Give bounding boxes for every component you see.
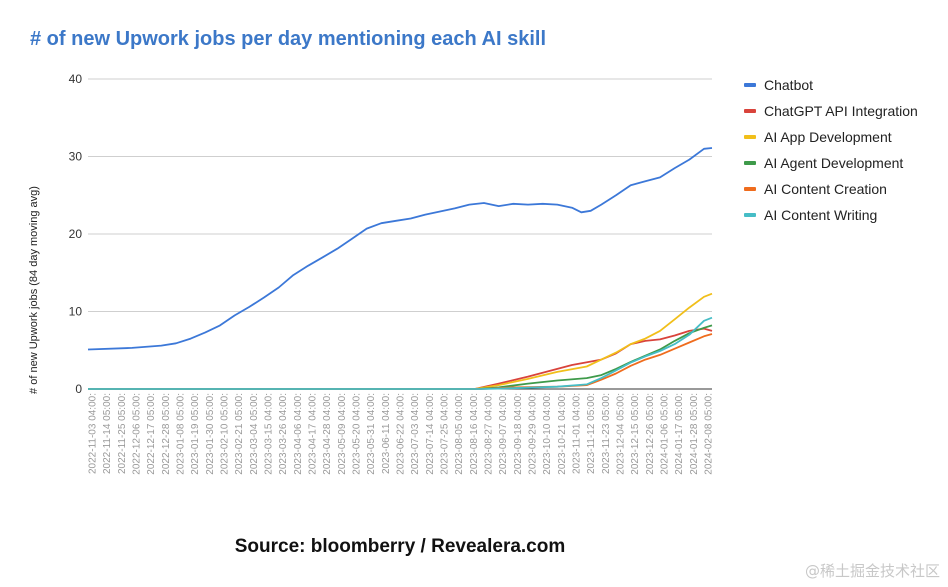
legend-label: ChatGPT API Integration <box>764 103 918 119</box>
x-tick-label: 2023-04-28 04:00: <box>322 393 333 475</box>
x-tick-label: 2023-11-23 05:00: <box>601 393 612 474</box>
legend-item: AI Agent Development <box>744 150 918 176</box>
x-tick-label: 2023-12-26 05:00: <box>645 393 656 475</box>
x-tick-label: 2023-04-17 04:00: <box>308 393 319 475</box>
x-tick-label: 2024-02-08 05:00: <box>704 393 715 475</box>
legend-swatch <box>744 187 756 191</box>
x-tick-label: 2023-05-20 04:00: <box>352 393 363 475</box>
legend-label: AI Content Creation <box>764 181 887 197</box>
x-tick-label: 2024-01-28 05:00: <box>689 393 700 475</box>
x-tick-label: 2023-02-21 05:00: <box>234 393 245 475</box>
y-tick-label: 30 <box>69 150 83 164</box>
x-tick-label: 2023-04-06 04:00: <box>293 393 304 475</box>
x-tick-label: 2023-01-30 05:00: <box>205 393 216 475</box>
x-tick-label: 2024-01-06 05:00: <box>660 393 671 475</box>
x-tick-label: 2023-06-11 04:00: <box>381 393 392 474</box>
grid-lines <box>88 78 712 390</box>
legend-item: AI Content Creation <box>744 176 918 202</box>
x-tick-label: 2023-12-04 05:00: <box>616 393 627 475</box>
x-tick-label: 2023-01-08 05:00: <box>176 393 187 475</box>
legend-label: AI Content Writing <box>764 207 878 223</box>
legend-swatch <box>744 135 756 139</box>
legend-item: ChatGPT API Integration <box>744 98 918 124</box>
x-tick-label: 2023-02-10 05:00: <box>220 393 231 475</box>
x-tick-label: 2023-08-16 04:00: <box>469 393 480 475</box>
legend-label: AI Agent Development <box>764 155 904 171</box>
series-line-chatgpt-api-integration <box>88 327 713 390</box>
y-tick-label: 0 <box>75 382 82 396</box>
x-tick-label: 2023-03-15 04:00: <box>264 393 275 475</box>
x-tick-label: 2023-10-21 04:00: <box>557 393 568 475</box>
legend-item: AI App Development <box>744 124 918 150</box>
x-tick-label: 2023-09-07 04:00: <box>498 393 509 475</box>
legend-label: AI App Development <box>764 129 892 145</box>
legend-swatch <box>744 161 756 165</box>
source-caption: Source: bloomberry / Revealera.com <box>234 536 566 557</box>
x-tick-label: 2023-12-15 05:00: <box>630 393 641 475</box>
legend-item: AI Content Writing <box>744 202 918 228</box>
x-tick-label: 2023-03-26 04:00: <box>278 393 289 475</box>
x-tick-label: 2022-12-06 05:00: <box>132 393 143 475</box>
x-tick-label: 2023-07-25 04:00: <box>440 393 451 475</box>
x-tick-label: 2023-11-12 05:00: <box>586 393 597 474</box>
x-tick-label: 2023-09-29 04:00: <box>528 393 539 475</box>
x-tick-label: 2023-06-22 04:00: <box>396 393 407 475</box>
x-tick-label: 2023-10-10 04:00: <box>542 393 553 475</box>
watermark: @稀土掘金技术社区 <box>804 562 940 580</box>
series-line-ai-content-writing <box>88 316 713 390</box>
x-tick-label: 2022-12-17 05:00: <box>146 393 157 475</box>
x-tick-label: 2022-12-28 05:00: <box>161 393 172 475</box>
x-tick-label: 2023-03-04 05:00: <box>249 393 260 475</box>
x-tick-label: 2023-05-09 04:00: <box>337 393 348 475</box>
x-tick-label: 2022-11-25 05:00: <box>117 393 128 474</box>
legend-swatch <box>744 213 756 217</box>
x-tick-label: 2023-07-14 04:00: <box>425 393 436 475</box>
y-tick-label: 10 <box>69 305 83 319</box>
x-tick-label: 2023-11-01 04:00: <box>572 393 583 474</box>
x-tick-label: 2023-07-03 04:00: <box>410 393 421 475</box>
y-tick-label: 40 <box>69 72 83 86</box>
series-line-ai-agent-development <box>88 324 713 390</box>
chart-title: # of new Upwork jobs per day mentioning … <box>30 28 547 50</box>
legend-swatch <box>744 83 756 87</box>
series-line-ai-app-development <box>88 292 713 390</box>
x-tick-label: 2023-08-05 04:00: <box>454 393 465 475</box>
y-axis-label: # of new Upwork jobs (84 day moving avg) <box>28 186 40 394</box>
y-tick-label: 20 <box>69 227 83 241</box>
x-axis-ticks: 2022-11-03 04:00: 2022-11-14 05:00: 2022-1… <box>88 393 715 475</box>
x-tick-label: 2023-09-18 04:00: <box>513 393 524 475</box>
series-line-chatbot <box>87 147 713 351</box>
chart-legend: Chatbot ChatGPT API Integration AI App Dev… <box>744 72 918 228</box>
x-tick-label: 2023-01-19 05:00: <box>190 393 201 475</box>
x-tick-label: 2022-11-03 04:00: <box>88 393 99 474</box>
x-tick-label: 2023-05-31 04:00: <box>366 393 377 475</box>
legend-item: Chatbot <box>744 72 918 98</box>
legend-label: Chatbot <box>764 77 814 93</box>
x-tick-label: 2023-08-27 04:00: <box>484 393 495 475</box>
series-lines <box>87 147 713 390</box>
legend-swatch <box>744 109 756 113</box>
x-tick-label: 2022-11-14 05:00: <box>102 393 113 474</box>
y-axis-ticks: 0 10 20 30 40 <box>69 72 83 396</box>
x-tick-label: 2024-01-17 05:00: <box>674 393 685 475</box>
